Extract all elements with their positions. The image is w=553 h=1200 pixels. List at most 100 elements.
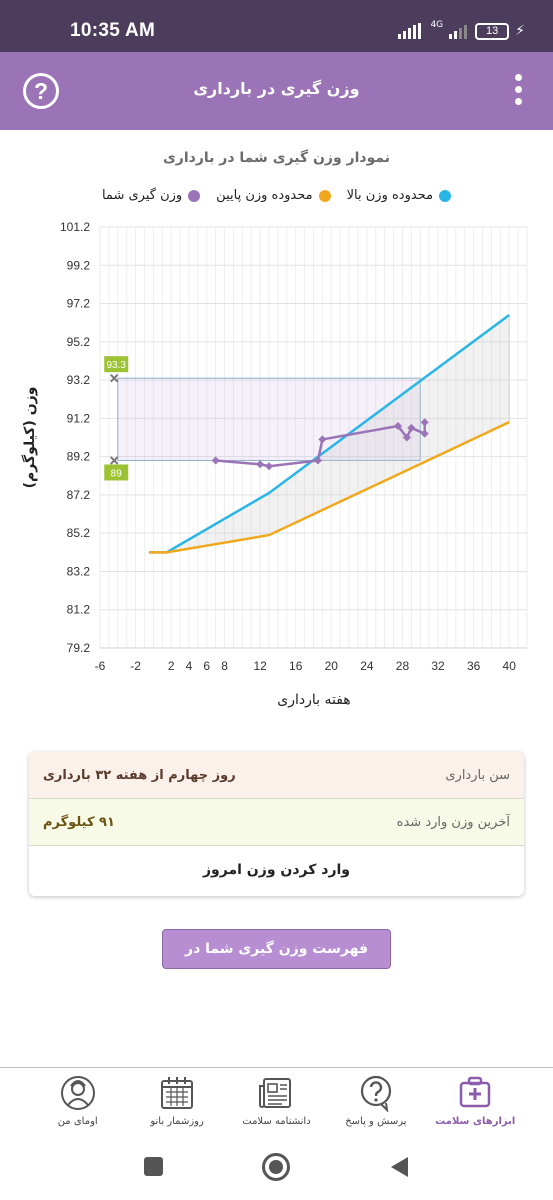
nav-label: روزشمار بانو (150, 1116, 204, 1127)
reference-label: 93.3 (106, 360, 126, 371)
nav-label: ابزارهای سلامت (435, 1116, 516, 1127)
x-tick-label: 4 (186, 659, 193, 673)
weight-list-button[interactable]: فهرست وزن گیری شما در بارداری (162, 929, 391, 995)
reference-marker (110, 456, 119, 465)
signal-icon (398, 23, 422, 39)
series-line-2 (215, 422, 426, 468)
legend-upper: محدوده وزن بالا (346, 188, 452, 203)
y-tick-label: 83.2 (67, 564, 91, 578)
help-button[interactable]: ? (23, 73, 59, 109)
legend-user-dot (188, 189, 201, 202)
signal-2-icon (449, 25, 468, 39)
legend-lower-label: محدوده وزن پایین (216, 188, 313, 203)
y-axis-title: وزن (کیلوگرم) (21, 387, 38, 489)
y-tick-label: 99.2 (67, 258, 91, 272)
data-point (265, 462, 274, 471)
charging-icon: ⚡ (515, 23, 525, 39)
legend-upper-dot (439, 189, 452, 202)
nav-label: اومای من (57, 1116, 98, 1127)
reference-band (117, 377, 421, 461)
x-tick-label: 20 (325, 659, 339, 673)
nav-label: دانشنامه سلامت (242, 1116, 311, 1127)
legend-user: وزن گیری شما (101, 188, 201, 203)
status-icons: 4G 13 ⚡ (398, 20, 525, 42)
battery-level: 13 (486, 24, 499, 37)
profile-icon (60, 1076, 95, 1110)
y-tick-label: 101.2 (60, 220, 90, 234)
nav-calendar[interactable]: روزشمار بانو (135, 1068, 219, 1137)
data-point (402, 433, 411, 442)
pregnancy-age-label: سن بارداری (445, 767, 510, 783)
data-point (211, 456, 220, 465)
overflow-menu-button[interactable] (513, 74, 523, 110)
x-tick-label: 16 (289, 659, 303, 673)
last-weight-row: آخرین وزن وارد شده ۹۱ کیلوگرم (29, 799, 524, 846)
x-tick-label: -2 (130, 659, 141, 673)
data-point (420, 429, 429, 438)
x-tick-label: 12 (253, 659, 267, 673)
x-tick-label: 24 (360, 659, 374, 673)
chart-svg: 79.2 81.2 83.2 85.2 87.2 89.2 91.2 93.2 95.2 97.2… (21, 220, 528, 708)
health-kit-icon (460, 1076, 491, 1108)
nav-profile[interactable]: اومای من (36, 1068, 120, 1137)
newspaper-icon (259, 1078, 292, 1108)
x-axis-title: هفته بارداری (277, 692, 350, 708)
y-tick-label: 85.2 (67, 526, 91, 540)
y-tick-label: 89.2 (67, 450, 91, 464)
last-weight-label: آخرین وزن وارد شده (396, 814, 510, 830)
recents-button[interactable] (144, 1157, 163, 1176)
chart-legend: محدوده وزن بالا محدوده وزن پایین وزن گیر… (0, 188, 553, 203)
summary-card: سن بارداری روز چهارم از هفته ۳۲ بارداری … (29, 752, 524, 896)
nav-label: پرسش و پاسخ (345, 1116, 407, 1127)
x-tick-label: 40 (503, 659, 517, 673)
network-type: 4G (430, 20, 444, 30)
y-tick-label: 97.2 (67, 297, 91, 311)
legend-user-label: وزن گیری شما (101, 188, 183, 203)
legend-lower: محدوده وزن پایین (216, 188, 331, 203)
pregnancy-age-value: روز چهارم از هفته ۳۲ بارداری (43, 767, 236, 783)
data-point (313, 456, 322, 465)
x-tick-label: 8 (221, 659, 228, 673)
chart-title: نمودار وزن گیری شما در بارداری (162, 150, 391, 166)
battery-icon: 13 (475, 22, 510, 40)
y-tick-label: 87.2 (67, 488, 91, 502)
last-weight-value: ۹۱ کیلوگرم (43, 814, 115, 830)
x-tick-label: 2 (168, 659, 175, 673)
nav-encyclopedia[interactable]: دانشنامه سلامت (234, 1068, 318, 1137)
x-tick-label: -6 (95, 659, 106, 673)
y-tick-label: 95.2 (67, 335, 91, 349)
status-bar: 10:35 AM 4G 13 ⚡ (0, 0, 553, 52)
x-tick-label: 32 (431, 659, 445, 673)
calendar-icon (161, 1077, 194, 1109)
legend-upper-label: محدوده وزن بالا (346, 188, 434, 203)
y-tick-label: 79.2 (67, 641, 91, 655)
y-tick-label: 91.2 (67, 411, 91, 425)
reference-badge (104, 356, 129, 373)
legend-lower-dot (318, 189, 331, 202)
app-bar: ? وزن گیری در بارداری (0, 52, 553, 130)
system-nav (0, 1137, 553, 1200)
reference-label: 89 (111, 468, 123, 479)
weight-chart: 79.2 81.2 83.2 85.2 87.2 89.2 91.2 93.2 95.2 97.2… (0, 210, 553, 720)
y-tick-label: 93.2 (67, 373, 91, 387)
x-tick-label: 6 (203, 659, 210, 673)
question-bubble-icon (360, 1075, 391, 1112)
y-tick-label: 81.2 (67, 603, 91, 617)
page-title: وزن گیری در بارداری (193, 79, 360, 98)
data-point (318, 435, 327, 444)
data-point (394, 422, 403, 431)
bottom-nav: ابزارهای سلامت پرسش و پاسخ دانشنامه سلام… (0, 1067, 553, 1137)
status-time: 10:35 AM (70, 20, 156, 41)
back-button[interactable] (388, 1155, 410, 1179)
nav-health-tools[interactable]: ابزارهای سلامت (433, 1068, 517, 1137)
reference-marker (110, 373, 119, 383)
enter-weight-button[interactable]: وارد کردن وزن امروز (203, 861, 350, 878)
series-line-1 (148, 421, 510, 554)
home-button[interactable] (262, 1153, 290, 1181)
home-button-dot (269, 1160, 283, 1174)
x-tick-label: 28 (396, 659, 410, 673)
data-point (256, 460, 265, 469)
reference-badge (104, 464, 129, 481)
nav-qa[interactable]: پرسش و پاسخ (334, 1068, 418, 1137)
x-tick-label: 36 (467, 659, 481, 673)
